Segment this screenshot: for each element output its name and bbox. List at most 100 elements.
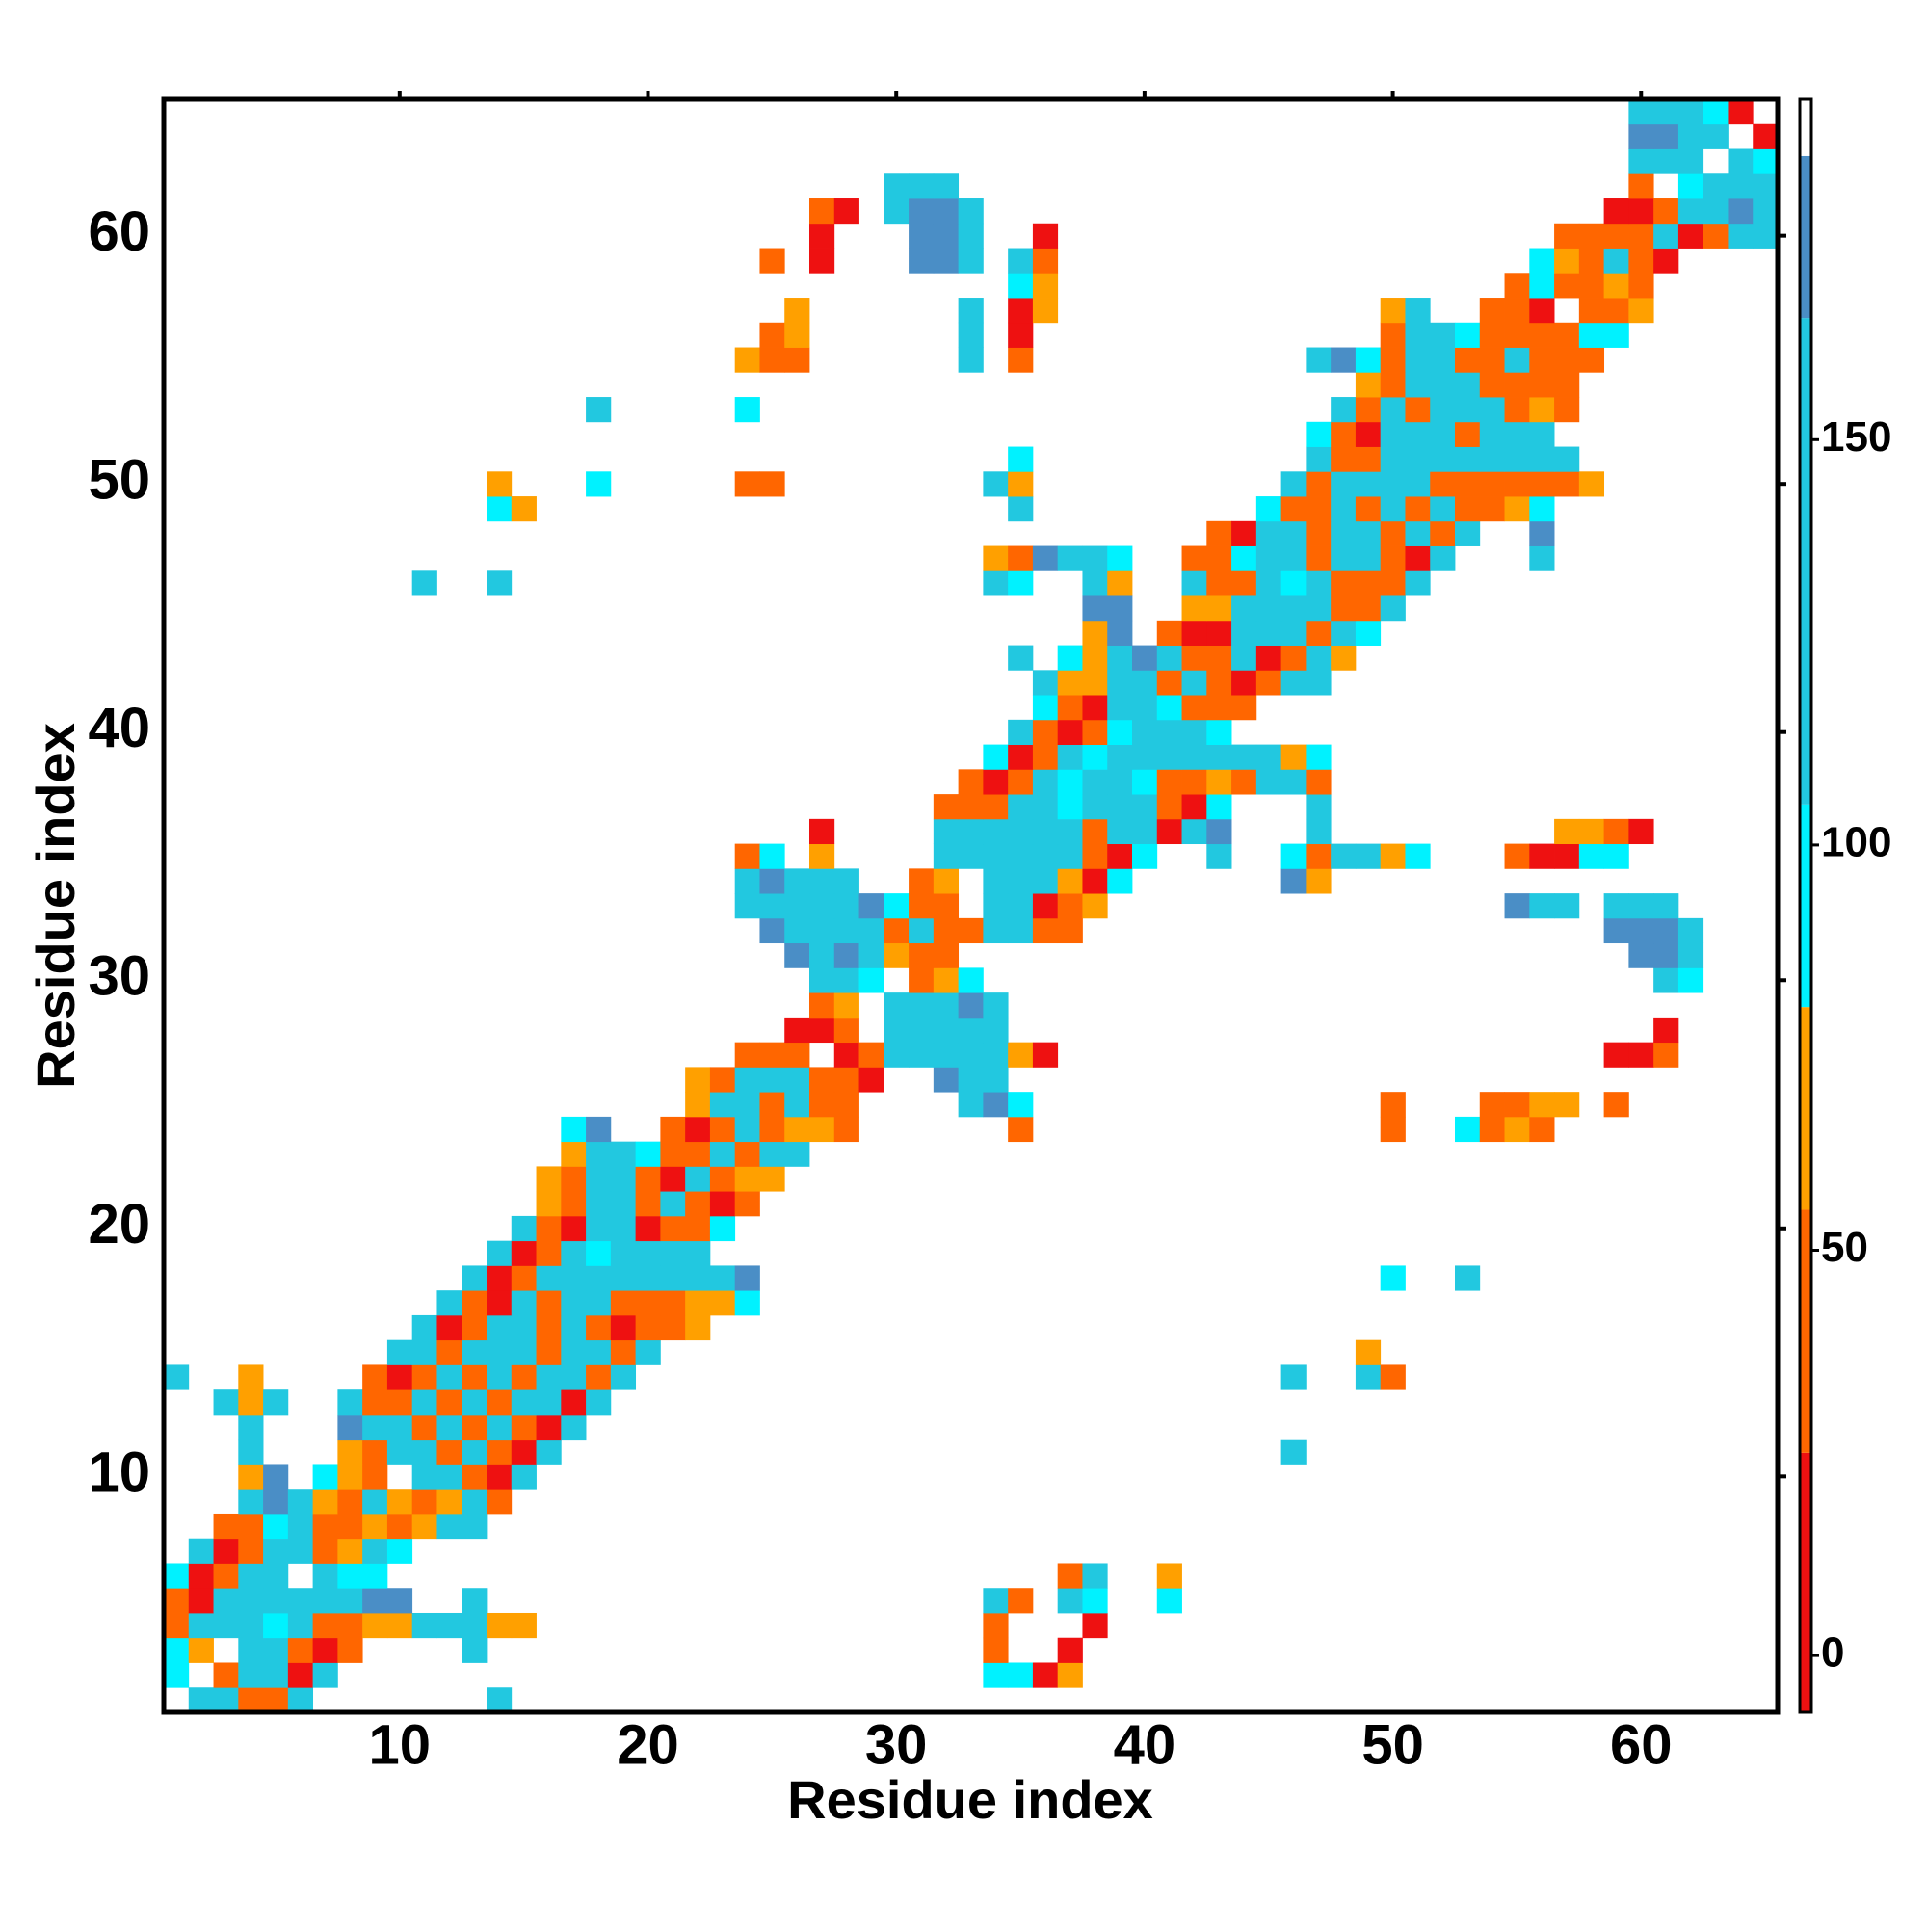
heatmap-cell (909, 967, 935, 993)
heatmap-cell (213, 1662, 239, 1688)
heatmap-cell (586, 471, 612, 497)
heatmap-cell (586, 1290, 612, 1316)
heatmap-cell (1405, 843, 1431, 869)
heatmap-cell (164, 1662, 190, 1688)
heatmap-cell (1331, 620, 1357, 646)
heatmap-cell (1653, 248, 1679, 274)
heatmap-cell (833, 893, 859, 919)
heatmap-cell (1032, 1042, 1059, 1068)
heatmap-cell (759, 347, 785, 373)
heatmap-cell (1280, 1364, 1307, 1390)
heatmap-cell (1529, 421, 1555, 447)
heatmap-cell (1280, 645, 1307, 671)
heatmap-cell (610, 1191, 637, 1217)
heatmap-cell (884, 198, 910, 225)
heatmap-cell (1677, 148, 1704, 174)
heatmap-cell (1554, 843, 1580, 869)
heatmap-cell (1455, 397, 1481, 423)
heatmap-cell (362, 1364, 388, 1390)
heatmap-cell (511, 1612, 537, 1639)
heatmap-cell (784, 298, 810, 324)
heatmap-cell (933, 223, 960, 249)
heatmap-cell (436, 1612, 462, 1639)
heatmap-cell (337, 1513, 363, 1540)
heatmap-cell (1206, 645, 1232, 671)
heatmap-cell (536, 1364, 562, 1390)
heatmap-cell (759, 893, 785, 919)
heatmap-cell (1504, 893, 1530, 919)
heatmap-cell (462, 1612, 488, 1639)
heatmap-cell (983, 1017, 1009, 1044)
heatmap-cell (1156, 818, 1182, 845)
heatmap-cell (734, 397, 760, 423)
heatmap-cell (1255, 570, 1282, 596)
heatmap-cell (188, 1538, 214, 1564)
heatmap-cell (1430, 322, 1456, 348)
heatmap-cell (436, 1489, 462, 1515)
heatmap-cell (933, 942, 960, 968)
heatmap-cell (809, 248, 835, 274)
heatmap-cell (1306, 843, 1332, 869)
heatmap-cell (709, 1166, 736, 1192)
heatmap-cell (1380, 595, 1406, 622)
heatmap-cell (386, 1538, 413, 1564)
heatmap-cell (1554, 818, 1580, 845)
heatmap-cell (1603, 893, 1629, 919)
heatmap-cell (1082, 1588, 1108, 1614)
heatmap-cell (263, 1489, 289, 1515)
heatmap-cell (833, 198, 859, 225)
heatmap-cell (1753, 148, 1779, 174)
heatmap-cell (833, 868, 859, 894)
heatmap-cell (188, 1588, 214, 1614)
heatmap-cell (1255, 670, 1282, 696)
heatmap-cell (287, 1662, 314, 1688)
heatmap-cell (1380, 347, 1406, 373)
heatmap-cell (1578, 223, 1605, 249)
heatmap-cell (1181, 545, 1207, 571)
heatmap-cell (1231, 545, 1257, 571)
heatmap-cell (436, 1364, 462, 1390)
heatmap-cell (610, 1240, 637, 1266)
heatmap-cell (1032, 893, 1059, 919)
heatmap-cell (1380, 446, 1406, 472)
heatmap-cell (1181, 570, 1207, 596)
heatmap-cell (1628, 173, 1654, 199)
heatmap-cell (1380, 570, 1406, 596)
y-axis-title: Residue index (25, 723, 86, 1089)
heatmap-cell (1280, 1439, 1307, 1465)
heatmap-cell (983, 1092, 1009, 1118)
heatmap-cell (411, 1364, 437, 1390)
heatmap-cell (1181, 595, 1207, 622)
heatmap-cell (1653, 942, 1679, 968)
heatmap-cell (238, 1612, 264, 1639)
heatmap-cell (1032, 843, 1059, 869)
heatmap-cell (1504, 1116, 1530, 1143)
heatmap-cell (1032, 1662, 1059, 1688)
heatmap-cell (487, 1364, 513, 1390)
heatmap-cell (1355, 421, 1382, 447)
heatmap-cell (1255, 520, 1282, 546)
heatmap-cell (1306, 421, 1332, 447)
heatmap-cell (1331, 570, 1357, 596)
heatmap-cell (1156, 645, 1182, 671)
heatmap-cell (1728, 148, 1754, 174)
heatmap-cell (1107, 868, 1133, 894)
heatmap-cell (933, 173, 960, 199)
heatmap-cell (1057, 545, 1083, 571)
heatmap-cell (1306, 570, 1332, 596)
heatmap-cell (1255, 769, 1282, 795)
heatmap-cell (1206, 520, 1232, 546)
heatmap-cell (436, 1314, 462, 1341)
heatmap-cell (734, 1141, 760, 1167)
heatmap-cell (1578, 298, 1605, 324)
heatmap-cell (238, 1414, 264, 1441)
heatmap-cell (1405, 372, 1431, 398)
heatmap-cell (287, 1687, 314, 1713)
heatmap-cell (312, 1637, 338, 1663)
heatmap-cell (312, 1489, 338, 1515)
heatmap-cell (1677, 223, 1704, 249)
heatmap-cell (263, 1513, 289, 1540)
heatmap-cell (1156, 719, 1182, 745)
heatmap-cell (1653, 148, 1679, 174)
heatmap-cell (635, 1166, 661, 1192)
